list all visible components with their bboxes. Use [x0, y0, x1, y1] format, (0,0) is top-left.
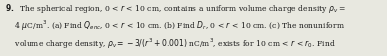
Text: $\mathbf{9.}$  The spherical region, 0 < $r$ < 10 cm, contains a uniform volume : $\mathbf{9.}$ The spherical region, 0 < … — [5, 2, 346, 56]
